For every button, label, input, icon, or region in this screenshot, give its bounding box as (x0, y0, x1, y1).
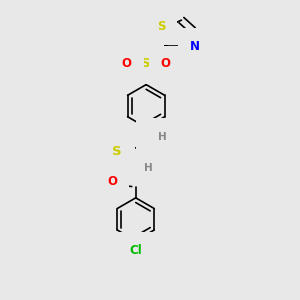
Text: S: S (141, 57, 151, 70)
Text: H: H (158, 132, 167, 142)
Text: N: N (190, 40, 200, 53)
Text: Cl: Cl (129, 244, 142, 257)
Text: N: N (135, 160, 145, 173)
Text: H: H (144, 163, 153, 173)
Text: N: N (148, 130, 158, 143)
Text: N: N (141, 43, 151, 56)
Text: S: S (112, 145, 122, 158)
Text: O: O (107, 175, 118, 188)
Text: O: O (160, 57, 170, 70)
Text: S: S (157, 20, 165, 33)
Text: H: H (134, 46, 142, 56)
Text: O: O (122, 57, 132, 70)
